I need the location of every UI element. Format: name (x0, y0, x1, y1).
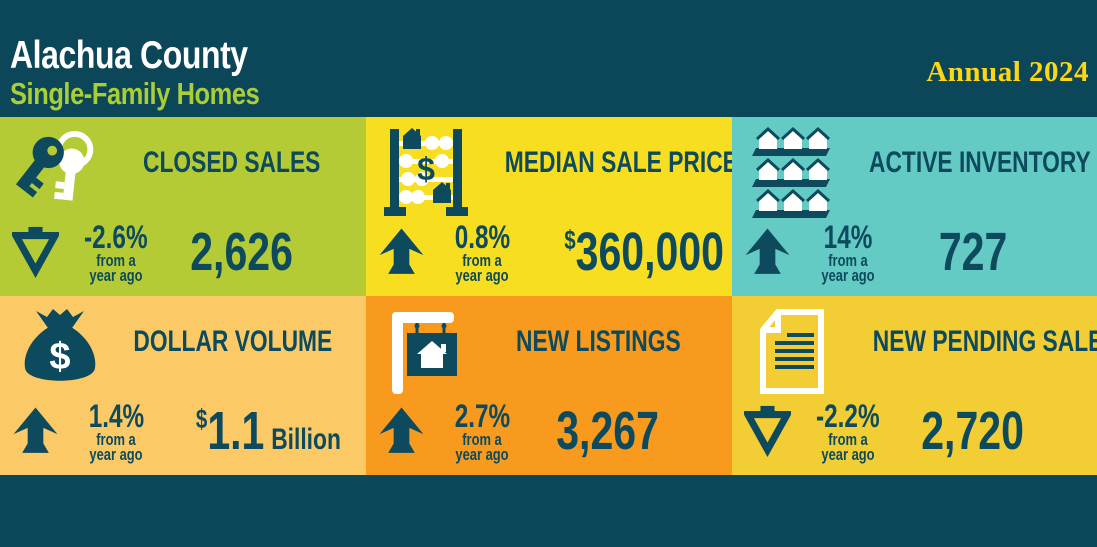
stat-title: NEW LISTINGS (515, 325, 681, 358)
keys-icon (15, 127, 104, 219)
stat-value: 2,626 (190, 222, 293, 282)
stats-grid: CLOSED SALES -2.6% from a year ago 2,626 (0, 117, 1097, 475)
arrow-down-icon (9, 224, 62, 280)
yoy-change: -2.2% from a year ago (816, 398, 880, 464)
arrow-up-icon (378, 224, 425, 280)
brand-block: Alachua County Single-Family Homes (10, 36, 314, 109)
stat-tile-new-listings: NEW LISTINGS 2.7% from a year ago 3,267 (366, 296, 732, 475)
footer-bar (0, 475, 1097, 547)
stat-detail: 1.4% from a year ago $1.1 Billion (12, 398, 354, 464)
stat-detail: 2.7% from a year ago 3,267 (378, 398, 720, 464)
document-icon (748, 306, 836, 398)
abacus-icon: $ (382, 127, 470, 219)
stat-detail: -2.6% from a year ago 2,626 (9, 219, 354, 285)
yard-sign-icon (382, 306, 470, 398)
stat-title: ACTIVE INVENTORY (869, 146, 1091, 179)
stat-tile-median-sale-price: $ MEDIAN SALE PRICE 0.8% from a year ago… (366, 117, 738, 296)
header: Alachua County Single-Family Homes Annua… (0, 0, 1097, 117)
yoy-change: 0.8% from a year ago (454, 219, 510, 285)
stat-value: 727 (938, 222, 1008, 282)
stat-value: 2,720 (921, 401, 1025, 461)
arrow-down-icon (741, 403, 794, 459)
stat-title: MEDIAN SALE PRICE (504, 146, 738, 179)
yoy-change: 2.7% from a year ago (454, 398, 510, 464)
stat-value: 3,267 (556, 401, 659, 461)
arrow-up-icon (12, 403, 59, 459)
stat-tile-new-pending-sales: NEW PENDING SALES -2.2% from a year ago … (732, 296, 1097, 475)
stat-detail: -2.2% from a year ago 2,720 (741, 398, 1085, 464)
stat-title: DOLLAR VOLUME (133, 325, 333, 358)
money-bag-icon: $ (16, 306, 104, 398)
yoy-change: -2.6% from a year ago (84, 219, 148, 285)
stat-title: NEW PENDING SALES (872, 325, 1097, 358)
arrow-up-icon (744, 224, 791, 280)
stat-value: $360,000 (564, 222, 725, 282)
page-subtitle: Single-Family Homes (10, 76, 260, 111)
svg-text:$: $ (417, 151, 435, 187)
stat-tile-closed-sales: CLOSED SALES -2.6% from a year ago 2,626 (0, 117, 366, 296)
report-period: Annual 2024 (926, 56, 1089, 88)
yoy-change: 1.4% from a year ago (88, 398, 144, 464)
stat-title: CLOSED SALES (143, 146, 321, 179)
arrow-up-icon (378, 403, 425, 459)
stat-value: $1.1 Billion (195, 401, 341, 461)
house-inventory-icon (748, 126, 836, 219)
stat-tile-dollar-volume: $ DOLLAR VOLUME 1.4% from a year ago $1.… (0, 296, 366, 475)
page-title: Alachua County (10, 34, 248, 77)
svg-text:$: $ (49, 336, 70, 378)
stat-detail: 14% from a year ago 727 (744, 219, 1085, 285)
stat-tile-active-inventory: ACTIVE INVENTORY 14% from a year ago 727 (732, 117, 1097, 296)
yoy-change: 14% from a year ago (821, 219, 875, 285)
stat-detail: 0.8% from a year ago $360,000 (378, 219, 724, 285)
